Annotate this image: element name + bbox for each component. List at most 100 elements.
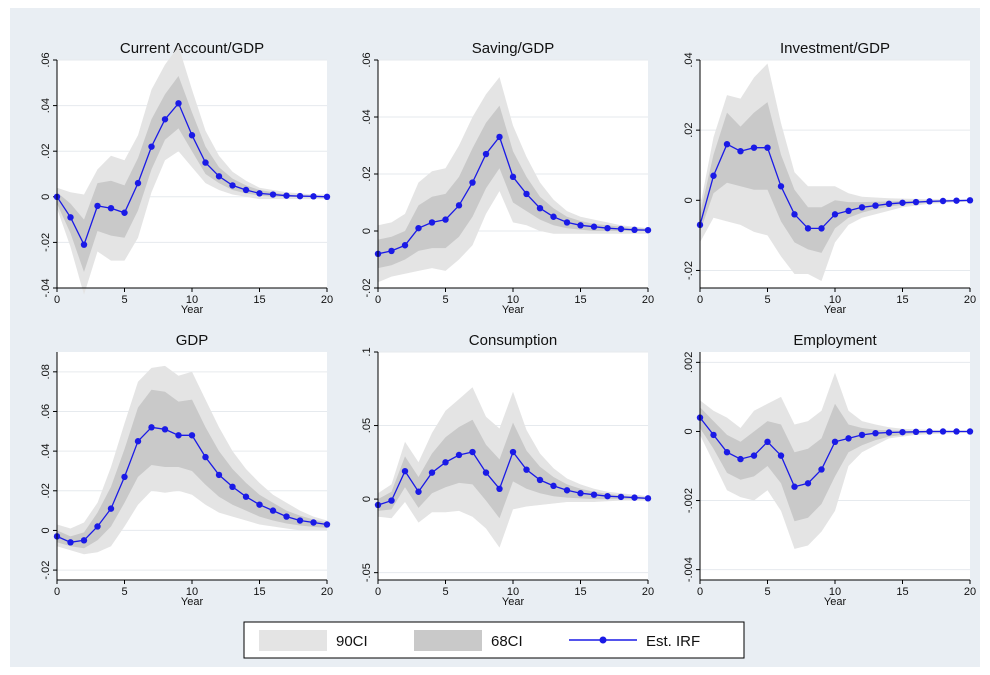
irf-point [926, 428, 933, 435]
legend-irf-marker [599, 636, 607, 644]
irf-point [710, 172, 717, 179]
x-tick-label: 10 [507, 294, 519, 306]
x-tick-label: 10 [186, 586, 198, 598]
irf-point [310, 193, 317, 200]
panel-title: GDP [176, 332, 209, 349]
x-tick-label: 5 [764, 294, 770, 306]
x-tick-label: 20 [964, 586, 976, 598]
irf-point [818, 225, 825, 232]
irf-point [523, 466, 530, 473]
figure: -.04 -.02 0.02.04.06 0 5 10 15 20 Year Current Ac… [10, 8, 980, 667]
y-tick-label: .02 [361, 166, 373, 181]
legend-swatch-68ci [414, 630, 482, 651]
irf-point [777, 452, 785, 459]
irf-point [750, 452, 758, 459]
x-axis-label: Year [502, 304, 525, 316]
legend-label-90ci: 90CI [336, 633, 368, 650]
irf-point [737, 148, 744, 155]
x-tick-label: 10 [829, 294, 841, 306]
x-tick-label: 10 [829, 586, 841, 598]
irf-point [804, 480, 812, 487]
irf-point [242, 493, 250, 500]
y-tick-label: .002 [683, 352, 695, 373]
y-tick-label: -.05 [361, 563, 373, 582]
irf-point [631, 226, 638, 234]
panel-title: Consumption [469, 332, 557, 349]
y-tick-label: 0 [361, 228, 373, 234]
irf-point [401, 242, 409, 249]
irf-point [750, 144, 758, 151]
irf-point [229, 182, 236, 189]
y-tick-label: 0 [40, 527, 52, 533]
irf-point [161, 116, 169, 123]
irf-point [388, 247, 395, 255]
x-tick-label: 0 [375, 586, 381, 598]
irf-point [644, 495, 652, 502]
irf-point [80, 537, 88, 544]
irf-point [296, 517, 304, 524]
irf-point [283, 513, 290, 520]
legend-box [243, 621, 745, 659]
legend-label-68ci: 68CI [491, 633, 523, 650]
x-tick-label: 0 [54, 586, 60, 598]
x-tick-label: 0 [54, 294, 60, 306]
irf-point [496, 485, 503, 492]
irf-point [617, 493, 625, 501]
y-tick-label: .06 [40, 404, 52, 419]
irf-point [523, 190, 530, 198]
irf-point [858, 204, 866, 211]
y-tick-label: -.002 [683, 488, 695, 513]
irf-point [242, 186, 250, 194]
panel-5: -.004 -.002 0 .002 0 5 10 15 20 Year Employment [683, 332, 976, 608]
irf-point [604, 224, 611, 232]
y-tick-label: -.02 [40, 561, 52, 580]
panel-title: Current Account/GDP [120, 40, 264, 57]
irf-point [442, 459, 449, 466]
irf-point [872, 202, 879, 209]
irf-point [536, 476, 544, 484]
panel-2: -.02 0 .02 .04 0 5 10 15 20 Year Investment/GDP [683, 40, 976, 316]
irf-point [148, 143, 155, 150]
irf-point [563, 219, 571, 226]
x-tick-label: 20 [321, 586, 333, 598]
irf-point [94, 523, 101, 530]
x-tick-label: 15 [574, 294, 586, 306]
irf-point [202, 159, 209, 166]
irf-point [899, 428, 906, 436]
irf-point [134, 179, 142, 187]
irf-point [644, 226, 652, 234]
x-tick-label: 15 [896, 586, 908, 598]
x-tick-label: 0 [697, 586, 703, 598]
x-tick-label: 20 [642, 294, 654, 306]
irf-point [310, 519, 317, 526]
irf-point [323, 521, 331, 528]
irf-point [202, 453, 209, 461]
y-tick-label: 0 [40, 194, 52, 200]
irf-point [818, 466, 825, 473]
y-tick-label: -.02 [683, 261, 695, 280]
legend: 90CI 68CI Est. IRF [243, 621, 745, 659]
y-tick-label: -.04 [40, 279, 52, 298]
x-tick-label: 15 [896, 294, 908, 306]
x-tick-label: 0 [375, 294, 381, 306]
y-tick-label: -.02 [40, 233, 52, 252]
y-tick-label: .02 [683, 123, 695, 138]
x-tick-label: 15 [574, 586, 586, 598]
irf-point [590, 223, 598, 230]
irf-point [509, 448, 517, 456]
irf-point [764, 438, 771, 446]
irf-point [482, 150, 490, 158]
irf-point [939, 197, 947, 205]
y-tick-label: 0 [683, 197, 695, 203]
irf-point [885, 200, 893, 208]
irf-point [107, 505, 115, 512]
irf-point [188, 432, 196, 439]
irf-point [323, 193, 331, 200]
irf-point [710, 431, 717, 439]
irf-point [175, 100, 182, 107]
irf-point [188, 132, 196, 139]
legend-label-irf: Est. IRF [646, 633, 700, 650]
irf-point [550, 482, 557, 490]
irf-point [631, 494, 638, 501]
